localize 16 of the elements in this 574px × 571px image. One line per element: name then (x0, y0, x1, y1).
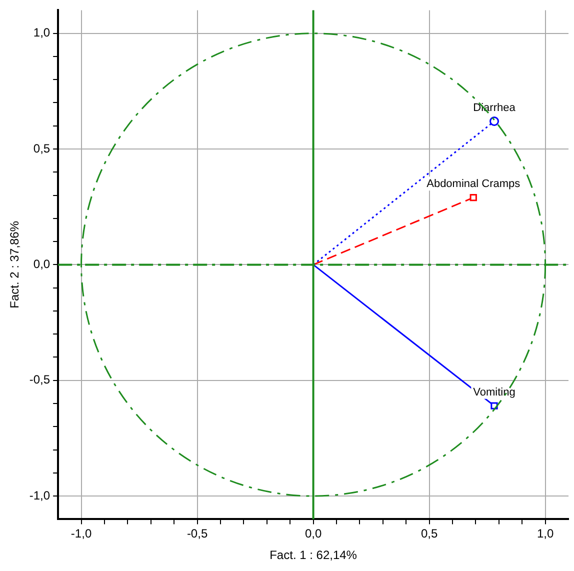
x-tick-label: 0,0 (304, 526, 322, 541)
y-tick-label: 1,0 (33, 26, 50, 40)
x-axis-title: Fact. 1 : 62,14% (270, 548, 358, 562)
y-tick-label: -0,5 (29, 372, 50, 387)
series-label: Vomiting (473, 386, 516, 398)
x-tick-label: 0,5 (420, 526, 438, 541)
x-tick-label: -1,0 (70, 526, 92, 541)
point (490, 116, 500, 126)
point (470, 194, 477, 202)
y-tick-label: 0,0 (33, 257, 50, 272)
y-tick-label: -1,0 (29, 488, 50, 502)
y-tick-label: 0,5 (33, 141, 50, 156)
x-tick-label: 1,0 (536, 526, 554, 541)
series-label: Abdominal Cramps (426, 178, 521, 190)
x-tick-label: -0,5 (186, 526, 208, 541)
y-axis-title: Fact. 2 : 37,86% (8, 220, 22, 308)
